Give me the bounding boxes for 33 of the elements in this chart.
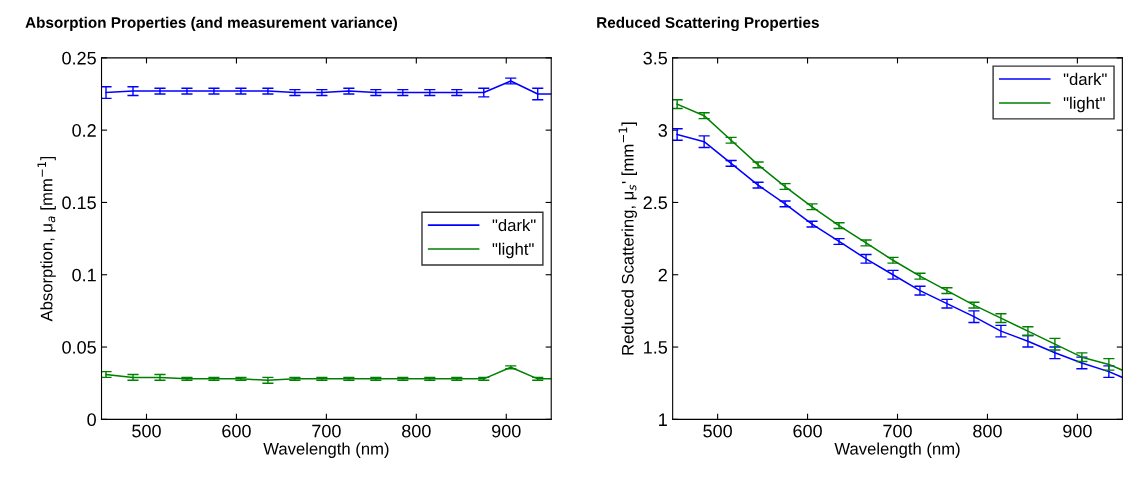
y-tick-label: 1.5 — [644, 341, 668, 354]
x-tick-label: 700 — [312, 424, 341, 438]
x-tick-label: 600 — [793, 424, 822, 438]
y-tick-label: 2.5 — [643, 196, 668, 210]
x-tick-label: 900 — [1063, 424, 1092, 438]
y-tick-label: 0.1 — [72, 268, 96, 282]
y-tick-label: 2 — [658, 268, 667, 282]
legend-label: "dark" — [492, 218, 536, 232]
y-axis-title: Reduced Scattering, μ$_{s}$' [mm$^{−1}$] — [618, 122, 637, 355]
x-tick-label: 800 — [402, 424, 431, 438]
y-tick-label: 0 — [87, 413, 96, 427]
line-series — [105, 80, 552, 95]
x-tick-label: 900 — [492, 424, 521, 438]
y-tick-label: 3.5 — [643, 51, 668, 65]
x-axis-title: Wavelength (nm) — [263, 442, 389, 458]
x-axis-title: Wavelength (nm) — [834, 442, 960, 458]
legend-label: "light" — [492, 242, 534, 259]
y-tick-label: 0.05 — [62, 340, 96, 354]
x-tick-label: 500 — [132, 424, 161, 438]
y-axis-title: Absorption, μ$_{a}$ [mm$^{−1}$] — [37, 156, 56, 322]
y-tick-label: 1 — [659, 413, 667, 426]
y-tick-label: 0.15 — [62, 196, 96, 210]
x-tick-label: 500 — [703, 424, 732, 438]
chart-title: Absorption Properties (and measurement variance) — [25, 16, 398, 31]
y-tick-label: 0.2 — [72, 124, 96, 137]
legend-label: "light" — [1063, 96, 1105, 113]
x-tick-label: 800 — [973, 424, 1002, 438]
x-tick-label: 600 — [222, 424, 251, 438]
chart-title: Reduced Scattering Properties — [597, 16, 819, 32]
x-tick-label: 700 — [883, 424, 912, 438]
y-tick-label: 3 — [658, 124, 667, 137]
y-tick-label: 0.25 — [62, 51, 96, 65]
legend-label: "dark" — [1063, 72, 1107, 86]
